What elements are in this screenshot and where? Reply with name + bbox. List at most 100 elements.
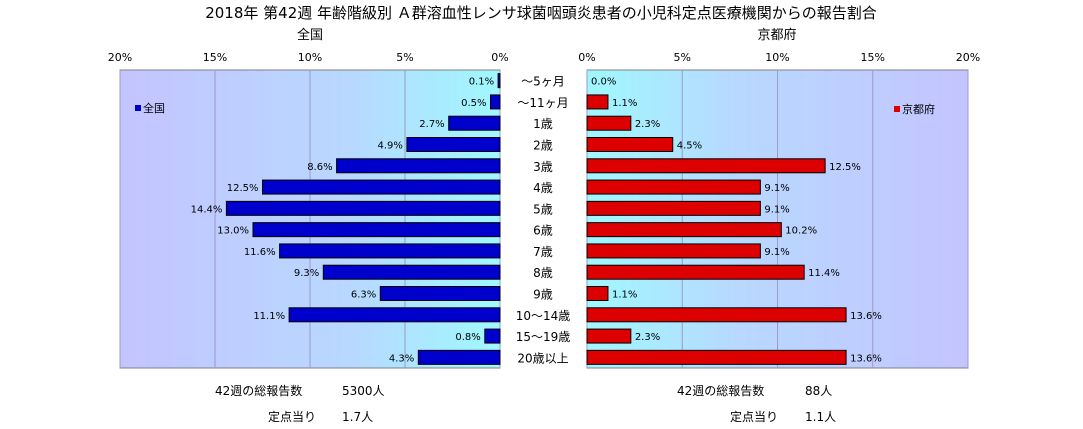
left-legend-swatch [135, 105, 141, 111]
left-bar [262, 179, 501, 195]
age-category-label: 6歳 [533, 224, 553, 238]
right-data-label: 10.2% [785, 226, 817, 237]
left-data-label: 11.6% [244, 247, 276, 258]
right-tick-label: 0% [578, 51, 595, 64]
left-panel-title: 全国 [297, 27, 323, 43]
kyoto-per-label: 定点当り [730, 410, 779, 424]
national-total-label: 42週の総報告数 [215, 384, 303, 398]
left-data-label: 4.3% [389, 353, 414, 364]
right-data-label: 9.1% [764, 183, 789, 194]
left-bar [225, 200, 501, 216]
kyoto-per-value: 1.1人 [805, 410, 837, 424]
left-data-label: 4.9% [377, 141, 402, 152]
right-bar [586, 94, 609, 110]
left-tick-label: 20% [108, 51, 132, 64]
right-bar [586, 349, 847, 365]
age-category-label: 3歳 [533, 160, 553, 174]
right-data-label: 4.5% [677, 141, 702, 152]
age-category-label: 〜5ヶ月 [521, 75, 565, 89]
kyoto-total-value: 88人 [805, 384, 833, 398]
right-bar [586, 200, 761, 216]
right-data-label: 9.1% [764, 204, 789, 215]
left-data-label: 2.7% [419, 119, 444, 130]
right-data-label: 1.1% [612, 98, 637, 109]
right-data-label: 2.3% [635, 119, 660, 130]
national-per-value: 1.7人 [342, 410, 374, 424]
left-data-label: 8.6% [307, 162, 332, 173]
right-tick-label: 15% [861, 51, 885, 64]
age-category-label: 4歳 [533, 181, 553, 195]
age-category-label: 8歳 [533, 266, 553, 280]
right-data-label: 13.6% [850, 311, 882, 322]
age-category-label: 20歳以上 [517, 351, 568, 365]
right-tick-label: 5% [674, 51, 691, 64]
age-category-label: 7歳 [533, 245, 553, 259]
left-bar [252, 222, 501, 238]
left-data-labels: 0.1% 0.5% 2.7% 4.9% 8.6% 12.5% 14.4% 13.0% 11.6%… [191, 77, 494, 365]
age-category-label: 15〜19歳 [516, 330, 571, 344]
left-legend-label: 全国 [143, 101, 165, 115]
left-data-label: 9.3% [294, 268, 319, 279]
left-tick-label: 15% [203, 51, 227, 64]
age-category-label: 9歳 [533, 288, 553, 302]
age-category-label: 10〜14歳 [516, 309, 571, 323]
left-bar [336, 158, 501, 174]
left-data-label: 13.0% [217, 226, 249, 237]
right-bar [586, 137, 674, 152]
left-legend: 全国 [135, 101, 165, 115]
left-bar [448, 115, 501, 131]
right-bar [586, 264, 805, 280]
left-data-label: 14.4% [191, 204, 223, 215]
right-legend-label: 京都府 [902, 102, 935, 116]
right-bar [586, 115, 632, 131]
right-data-label: 12.5% [829, 162, 861, 173]
left-bar [490, 94, 501, 110]
left-data-label: 6.3% [351, 290, 376, 301]
right-data-label: 0.0% [591, 77, 616, 88]
left-data-label: 12.5% [227, 183, 259, 194]
left-tick-label: 10% [298, 51, 322, 64]
right-bar [586, 307, 847, 323]
right-panel-title: 京都府 [757, 28, 796, 43]
national-total-value: 5300人 [342, 384, 385, 398]
age-category-label: 2歳 [533, 139, 553, 153]
right-bar [586, 286, 609, 301]
left-tick-label: 5% [396, 51, 413, 64]
right-bar [586, 328, 632, 344]
right-data-label: 2.3% [635, 332, 660, 343]
left-bar [406, 137, 501, 152]
right-series-bars [586, 94, 847, 365]
left-tick-label: 0% [491, 51, 508, 64]
left-data-label: 0.8% [455, 332, 480, 343]
left-series-bars [225, 73, 501, 365]
left-data-label: 0.5% [461, 98, 486, 109]
right-data-label: 13.6% [850, 353, 882, 364]
left-data-label: 0.1% [469, 77, 494, 88]
right-bar [586, 243, 761, 259]
right-data-label: 9.1% [764, 247, 789, 258]
right-x-axis-ticks: 0% 5% 10% 15% 20% [578, 51, 980, 64]
left-x-axis-ticks: 20% 15% 10% 5% 0% [108, 51, 509, 64]
left-data-label: 11.1% [253, 311, 285, 322]
age-category-label: 1歳 [533, 117, 553, 131]
left-bar [484, 328, 501, 344]
left-bar [379, 286, 501, 301]
right-bar [586, 158, 826, 174]
right-data-label: 11.4% [808, 268, 840, 279]
right-bar [586, 179, 761, 195]
left-bar [322, 264, 501, 280]
right-tick-label: 10% [765, 51, 789, 64]
right-legend: 京都府 [894, 102, 935, 116]
left-bar [417, 349, 501, 365]
national-per-label: 定点当り [268, 410, 317, 424]
kyoto-total-label: 42週の総報告数 [677, 384, 765, 398]
age-category-label: 〜11ヶ月 [517, 96, 568, 110]
age-category-label: 5歳 [533, 202, 553, 216]
right-bar [586, 222, 782, 238]
age-category-labels: 〜5ヶ月〜11ヶ月 1歳 2歳 3歳 4歳 5歳 6歳 7歳 8歳 9歳 10〜14歳 15〜19歳 2… [516, 75, 571, 366]
left-bar [497, 73, 501, 89]
left-bar [279, 243, 501, 259]
left-bar [288, 307, 501, 323]
right-tick-label: 20% [956, 51, 980, 64]
